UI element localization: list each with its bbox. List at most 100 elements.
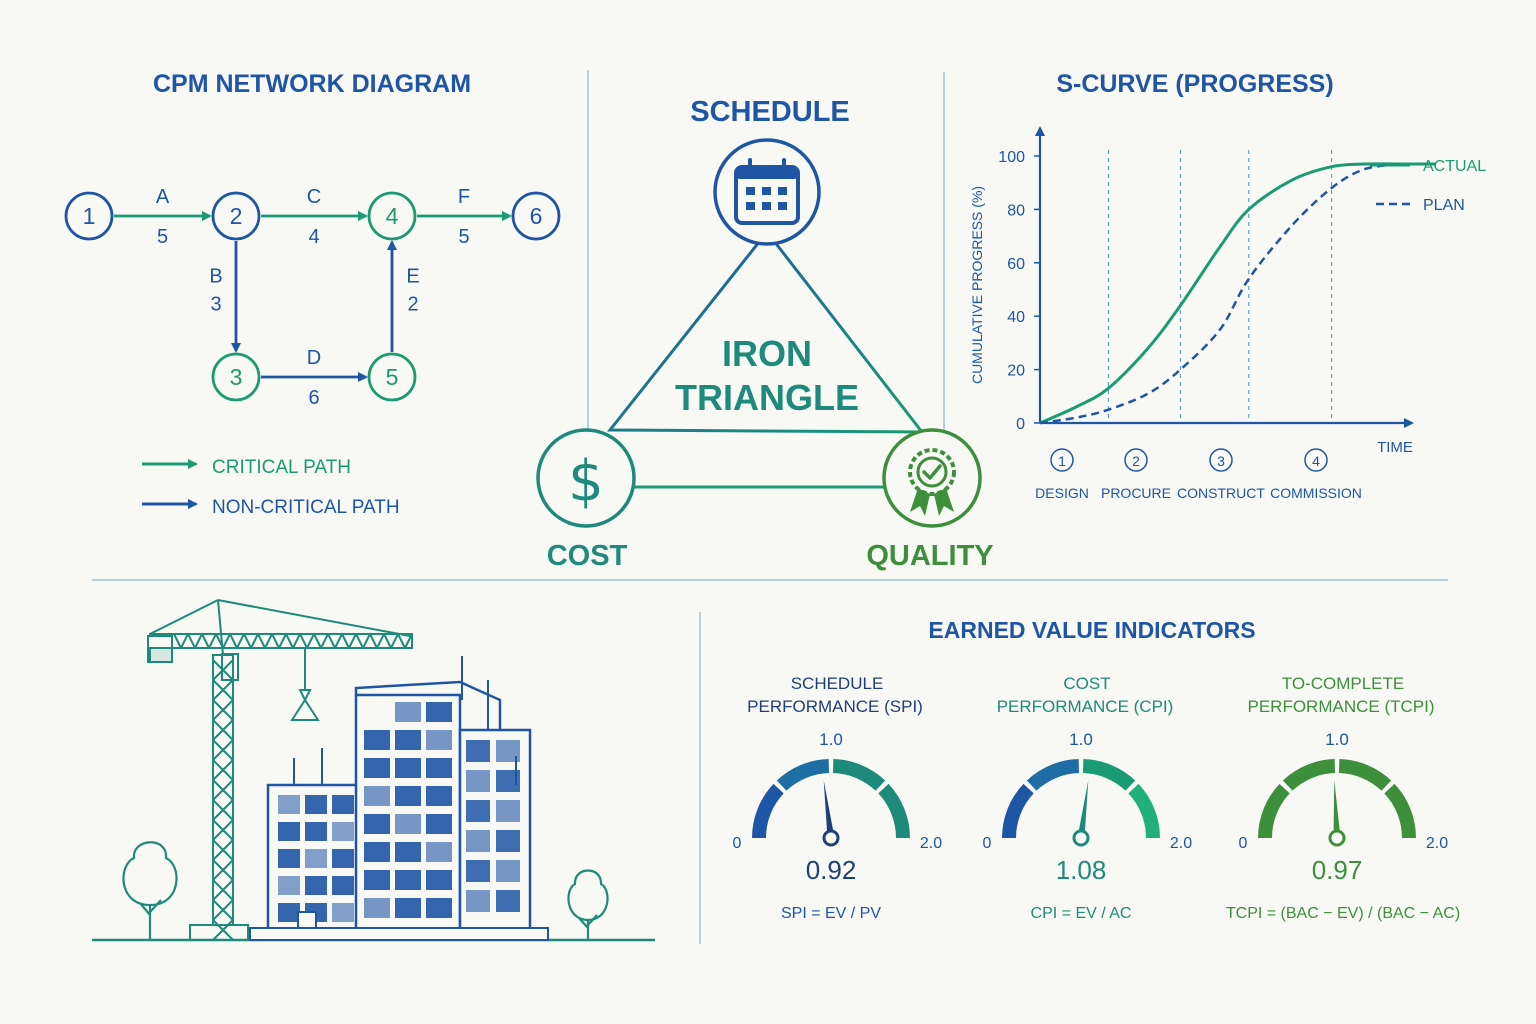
gauge-value: 1.08: [1056, 855, 1107, 885]
y-axis-label: CUMULATIVE PROGRESS (%): [969, 186, 985, 384]
phase-labels: 1 DESIGN 2 PROCURE 3 CONSTRUCT 4 COMMISSION: [1035, 448, 1362, 501]
schedule-node: [713, 138, 821, 246]
gauge-formula: CPI = EV / AC: [1031, 905, 1132, 922]
y-tick-label-40: 40: [1007, 309, 1025, 326]
tree-right-icon: [567, 869, 609, 940]
gauge-needle: [1333, 780, 1341, 839]
critical-path-legend-label: CRITICAL PATH: [212, 457, 351, 478]
phase-name-design: DESIGN: [1035, 485, 1089, 501]
tower-crane-icon: [147, 599, 413, 941]
phase-name-procure: PROCURE: [1101, 485, 1171, 501]
y-tick-label-80: 80: [1007, 202, 1025, 219]
gauge-mid-label: 1.0: [1325, 730, 1349, 749]
x-axis-label: TIME: [1377, 439, 1413, 456]
activity-duration-c: 4: [308, 226, 319, 248]
cpm-node-label-3: 3: [230, 364, 243, 390]
dollar-icon: $: [568, 449, 604, 514]
gauge-max-label: 2.0: [1170, 835, 1192, 852]
gauge-1: SCHEDULE PERFORMANCE (SPI) 0 1.0 2.0 0.92 SPI …: [733, 674, 943, 922]
gauge-arc-segment: [1282, 759, 1336, 791]
gauge-hub: [1328, 829, 1346, 847]
tree-left-icon: [122, 841, 178, 940]
phase-number-circle-3: [1209, 448, 1233, 472]
activity-name-b: B: [209, 266, 222, 288]
gauge-arc-segment: [1026, 759, 1080, 791]
triangle-label: TRIANGLE: [675, 377, 859, 418]
gauge-min-label: 0: [983, 835, 992, 852]
cpm-node-2: [211, 191, 261, 241]
cpm-activity-labels: A 5 C 4 F 5 B 3 D 6 E 2: [156, 186, 470, 409]
gauge-arc-segment: [832, 759, 886, 791]
cpm-node-label-5: 5: [386, 364, 399, 390]
quality-node: [882, 428, 982, 528]
y-tick-label-100: 100: [998, 149, 1025, 166]
phase-number-4: 4: [1312, 453, 1320, 469]
activity-name-e: E: [406, 266, 419, 288]
phase-boundary-lines: [1107, 150, 1333, 423]
y-tick-label-20: 20: [1007, 363, 1025, 380]
gauge-formula: SPI = EV / PV: [781, 905, 881, 922]
gauge-2: COST PERFORMANCE (CPI) 0 1.0 2.0 1.08 CPI = EV…: [983, 674, 1193, 922]
y-tick-label-60: 60: [1007, 256, 1025, 273]
gauge-title-line2: PERFORMANCE (SPI): [747, 697, 923, 716]
gauge-value: 0.97: [1312, 855, 1363, 885]
gauge-arc-segment: [752, 783, 784, 839]
cpm-node-label-1: 1: [83, 203, 96, 229]
gauge-value: 0.92: [806, 855, 857, 885]
chart-axes: [1035, 126, 1414, 428]
cpm-node-5: [367, 352, 417, 402]
chart-series: [1039, 162, 1436, 425]
gauge-max-label: 2.0: [1426, 835, 1448, 852]
activity-name-c: C: [307, 186, 321, 208]
series-plan-line: [1039, 162, 1401, 425]
chart-legend: ACTUAL PLAN: [1370, 158, 1486, 214]
gauge-mid-label: 1.0: [1069, 730, 1093, 749]
legend-plan-label: PLAN: [1423, 197, 1465, 214]
legend-actual-label: ACTUAL: [1423, 158, 1486, 175]
phase-name-commission: COMMISSION: [1270, 485, 1362, 501]
cpm-activity-arrows: [114, 211, 512, 382]
activity-duration-e: 2: [407, 294, 418, 316]
phase-number-3: 3: [1217, 453, 1225, 469]
cpm-nodes: 1 2 3 4 5 6: [64, 191, 561, 402]
gauge-3: TO-COMPLETE PERFORMANCE (TCPI) 0 1.0 2.0 0.97…: [1226, 674, 1460, 922]
series-actual-line: [1039, 162, 1436, 425]
cost-node: $: [536, 428, 636, 528]
cpm-legend: CRITICAL PATH NON-CRITICAL PATH: [142, 457, 400, 518]
activity-duration-f: 5: [458, 226, 469, 248]
iron-label: IRON: [722, 333, 812, 374]
gauge-min-label: 0: [1239, 835, 1248, 852]
construction-site-illustration: [92, 599, 655, 942]
gauge-arc-segment: [1002, 783, 1034, 839]
gauge-max-label: 2.0: [920, 835, 942, 852]
gauge-formula: TCPI = (BAC − EV) / (BAC − AC): [1226, 905, 1460, 922]
phase-number-circle-1: [1050, 448, 1074, 472]
schedule-label: SCHEDULE: [690, 96, 850, 128]
non-critical-path-legend-label: NON-CRITICAL PATH: [212, 497, 400, 518]
gauge-title-line2: PERFORMANCE (TCPI): [1248, 697, 1435, 716]
iron-triangle: SCHEDULE IRON TRIANGLE COST QUALITY $: [536, 96, 994, 572]
cpm-node-3: [211, 352, 261, 402]
earned-value-indicators: EARNED VALUE INDICATORS SCHEDULE PERFORMA…: [733, 617, 1461, 922]
cpm-node-6: [511, 191, 561, 241]
phase-number-circle-2: [1124, 448, 1148, 472]
cpm-node-label-4: 4: [386, 203, 399, 229]
building-under-construction-icon: [249, 656, 549, 941]
gauge-arc-segment: [1082, 759, 1136, 791]
phase-number-circle-4: [1304, 448, 1328, 472]
triangle-outline: [606, 229, 926, 434]
gauge-title-line1: SCHEDULE: [791, 674, 884, 693]
ev-title: EARNED VALUE INDICATORS: [928, 617, 1255, 643]
gauge-title-line2: PERFORMANCE (CPI): [997, 697, 1174, 716]
gauge-min-label: 0: [733, 835, 742, 852]
gauge-hub: [822, 829, 840, 847]
calendar-icon: [734, 158, 800, 225]
award-ribbon-icon: [908, 448, 956, 516]
gauge-arc-segment: [1384, 783, 1416, 839]
s-curve-chart: S-CURVE (PROGRESS) CUMULATIVE PROGRESS (…: [969, 70, 1486, 501]
gauge-title-line1: COST: [1063, 674, 1110, 693]
gauge-needle: [823, 780, 835, 839]
gauge-title-line1: TO-COMPLETE: [1282, 674, 1404, 693]
